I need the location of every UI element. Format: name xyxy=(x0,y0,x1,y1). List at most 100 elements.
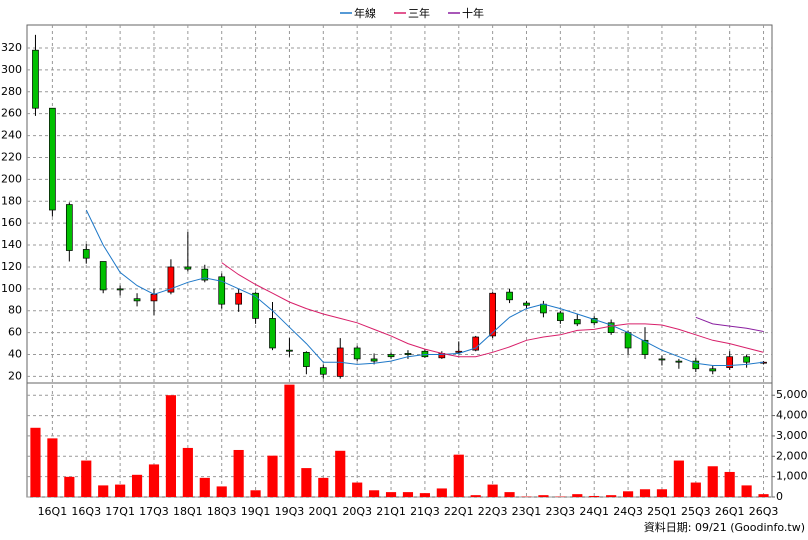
y-tick-label: 280 xyxy=(1,85,22,98)
volume-bar xyxy=(250,490,261,497)
candle-body xyxy=(675,360,683,363)
y-tick-label: 80 xyxy=(8,304,22,317)
x-tick-label: 24Q1 xyxy=(579,505,609,518)
ma-line xyxy=(221,262,764,358)
volume-bar xyxy=(623,491,634,497)
candle-body xyxy=(116,288,124,291)
x-tick-label: 18Q3 xyxy=(207,505,237,518)
y-tick-label: 20 xyxy=(8,369,22,382)
candle-body xyxy=(557,312,564,321)
volume-bar xyxy=(30,427,41,497)
candle-body xyxy=(303,351,310,367)
volume-bar xyxy=(352,482,363,497)
footer: 資料日期: 09/21 (Goodinfo.tw) xyxy=(644,520,805,534)
y-tick-label: 200 xyxy=(1,172,22,185)
x-tick-label: 26Q3 xyxy=(749,505,779,518)
candle-body xyxy=(455,350,463,353)
candle-body xyxy=(133,298,141,302)
x-tick-label: 20Q3 xyxy=(342,505,372,518)
y-tick-label: 40 xyxy=(8,348,22,361)
candle-body xyxy=(658,358,666,361)
volume-bar xyxy=(385,492,397,497)
y2-tick-label: 0 xyxy=(776,490,783,503)
volume-bar xyxy=(284,384,295,497)
volume-bar xyxy=(81,460,92,497)
volume-bar xyxy=(369,490,380,497)
volume-bar xyxy=(233,449,244,497)
candle-body xyxy=(523,302,530,306)
volume-bar xyxy=(436,488,447,497)
candle-body xyxy=(404,353,412,355)
x-tick-label: 23Q1 xyxy=(512,505,542,518)
x-tick-label: 25Q3 xyxy=(681,505,711,518)
volume-bar xyxy=(148,464,160,497)
candle-body xyxy=(692,360,700,370)
candle-body xyxy=(421,350,429,358)
y-tick-label: 60 xyxy=(8,326,22,339)
y-tick-label: 260 xyxy=(1,107,22,120)
volume-bar xyxy=(402,492,414,497)
candle-body xyxy=(624,332,632,349)
x-tick-label: 19Q3 xyxy=(275,505,305,518)
volume-bar xyxy=(741,485,752,497)
volume-bar xyxy=(267,455,278,497)
candle-body xyxy=(489,292,496,337)
candle-body xyxy=(709,368,717,372)
y2-tick-label: 4,000 xyxy=(776,409,808,422)
volume-bar xyxy=(216,486,227,497)
volume-bar xyxy=(335,450,346,497)
candle-body xyxy=(32,49,39,109)
x-tick-label: 21Q1 xyxy=(376,505,406,518)
volume-bar xyxy=(199,477,210,497)
x-tick-label: 23Q3 xyxy=(546,505,576,518)
volume-bar xyxy=(538,495,549,497)
candle-body xyxy=(201,268,209,281)
plot-frame xyxy=(26,24,773,498)
candle-body xyxy=(269,318,276,349)
volume-bar xyxy=(182,447,193,497)
x-tick-label: 21Q3 xyxy=(410,505,440,518)
candle-body xyxy=(184,266,192,270)
y2-tick-label: 5,000 xyxy=(776,388,808,401)
candle-body xyxy=(540,303,547,314)
x-tick-label: 26Q1 xyxy=(715,505,745,518)
candle-body xyxy=(573,319,581,325)
y-tick-label: 140 xyxy=(1,238,22,251)
volume-bar xyxy=(673,460,684,497)
candle-body xyxy=(235,292,242,305)
candle-body xyxy=(641,339,649,355)
volume-bar xyxy=(419,493,430,497)
y-tick-label: 240 xyxy=(1,129,22,142)
volume-bar xyxy=(707,466,718,497)
ma-line xyxy=(695,316,764,332)
candle-body xyxy=(607,322,615,333)
volume-bar xyxy=(487,484,498,497)
y-tick-label: 180 xyxy=(1,194,22,207)
x-tick-label: 19Q1 xyxy=(241,505,271,518)
ma-line xyxy=(85,209,764,366)
candle-body xyxy=(150,293,158,302)
volume-bar xyxy=(639,489,651,497)
x-tick-label: 17Q3 xyxy=(139,505,169,518)
x-tick-label: 22Q3 xyxy=(478,505,508,518)
candle-body xyxy=(387,354,395,358)
volume-bar xyxy=(589,495,600,497)
volume-bar xyxy=(131,474,143,497)
y2-tick-label: 2,000 xyxy=(776,449,808,462)
candle-body xyxy=(99,261,107,291)
volume-bar xyxy=(301,468,312,497)
x-tick-label: 16Q3 xyxy=(71,505,101,518)
volume-bar xyxy=(318,477,329,497)
volume-bar xyxy=(606,495,617,497)
candle-body xyxy=(218,276,226,305)
candle-body xyxy=(167,266,175,293)
candle-body xyxy=(370,358,378,362)
volume-bar xyxy=(453,454,464,497)
candle-body xyxy=(506,291,513,301)
volume-bar xyxy=(115,484,126,497)
volume-bar xyxy=(165,395,176,497)
x-tick-label: 24Q3 xyxy=(613,505,643,518)
volume-bar xyxy=(47,438,58,497)
candle-body xyxy=(726,356,734,369)
